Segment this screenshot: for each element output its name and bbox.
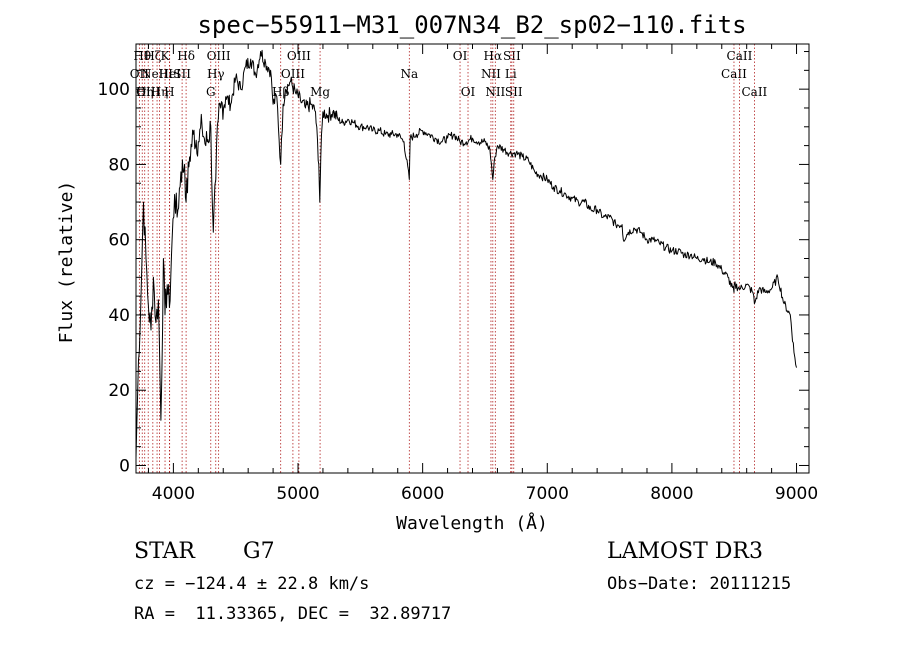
line-label: Mg [310,85,330,99]
x-axis-label: Wavelength (Å) [396,512,548,534]
spectrum-line [135,49,797,458]
line-label: G [206,85,216,99]
line-label: SII [503,49,521,63]
line-label: Hθ [133,49,151,63]
y-axis-label: Flux (relative) [56,181,77,344]
line-label: SII [505,85,523,99]
chart-title: spec−55911−M31_007N34_B2_sp02−110.fits [197,11,746,39]
x-axis: 4000 5000 6000 7000 8000 9000 [147,44,818,504]
line-label: CaII [741,85,767,99]
line-label: NII [481,67,501,81]
y-tick-label: 100 [98,80,130,100]
spectrum-series [135,49,797,458]
line-label: Li [505,67,517,81]
x-tick-label: 6000 [401,484,444,504]
line-label: OII [130,67,150,81]
plot-frame [135,43,810,474]
line-label: Hη [136,85,154,99]
sky-coordinates: RA = 11.33365, DEC = 32.89717 [134,604,452,624]
line-label: CaII [721,67,747,81]
line-label: OI [453,49,468,63]
line-label: OIII [281,67,305,81]
y-tick-label: 0 [119,456,130,476]
object-subclass: G7 [243,539,275,564]
line-label: K [161,49,171,63]
line-label: NeIII [141,67,173,81]
x-tick-label: 7000 [526,484,569,504]
y-tick-label: 80 [108,155,130,175]
line-label: H [164,85,174,99]
survey-name: LAMOST DR3 [607,539,763,564]
line-label: CaII [727,49,753,63]
x-tick-label: 4000 [152,484,195,504]
line-label: Hα [484,49,503,63]
line-label: HeI [158,67,181,81]
line-label: OIII [207,49,231,63]
redshift-velocity: cz = −124.4 ± 22.8 km/s [134,574,370,594]
line-label: Na [400,67,418,81]
line-label: OIII [287,49,311,63]
line-label: OIII [136,85,160,99]
spectral-lines: OIIHθHηOIIIHζNeIIIHηKHHeISIIHδGHγOIIIHβO… [130,44,768,473]
line-label: Hη [151,85,169,99]
object-class: STAR [134,539,195,564]
observation-date: Obs−Date: 20111215 [607,574,792,594]
y-tick-label: 60 [108,231,130,251]
line-label: NII [485,85,505,99]
line-label: OI [461,85,476,99]
y-axis: 0 20 40 60 80 100 [98,51,809,476]
line-label: Hδ [177,49,195,63]
x-tick-label: 5000 [276,484,319,504]
y-tick-label: 20 [108,381,130,401]
line-label: Hγ [207,67,225,81]
x-tick-label: 8000 [650,484,693,504]
y-tick-label: 40 [108,306,130,326]
x-tick-label: 9000 [775,484,818,504]
line-label: SII [173,67,191,81]
